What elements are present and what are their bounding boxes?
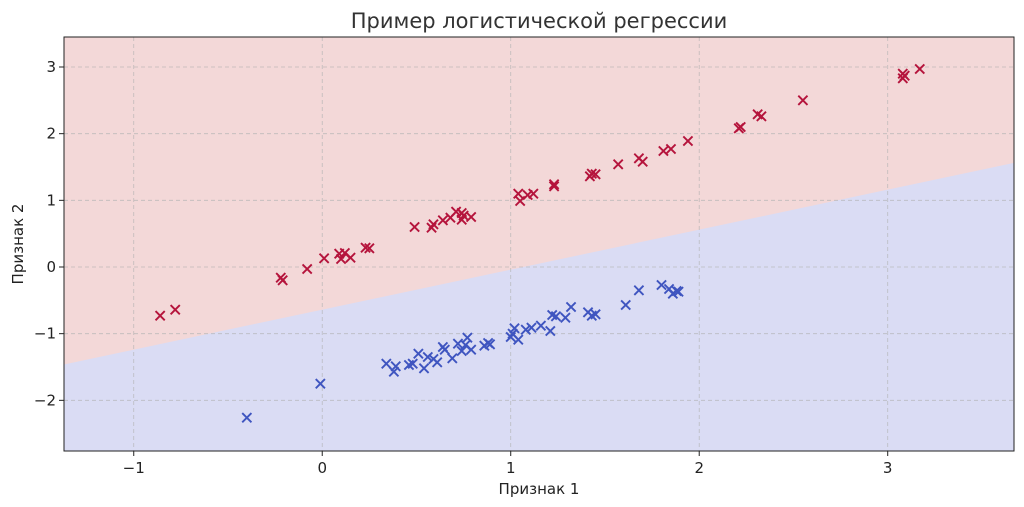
data-point-series-2: [590, 309, 601, 320]
data-point-series-2: [545, 325, 556, 337]
data-point-series-1: [409, 221, 420, 233]
data-point-series-2: [439, 344, 451, 355]
x-tick-label: −1: [123, 459, 145, 477]
data-point-series-2: [447, 353, 458, 364]
data-point-series-1: [301, 263, 313, 275]
y-tick-label: 0: [46, 258, 56, 276]
data-point-series-1: [360, 242, 371, 253]
data-point-series-2: [390, 361, 402, 372]
data-point-series-2: [565, 301, 577, 313]
x-tick-label: 3: [883, 459, 893, 477]
data-point-series-1: [364, 243, 375, 254]
data-point-series-2: [407, 358, 418, 369]
data-point-series-2: [656, 279, 667, 291]
data-point-series-1: [528, 188, 539, 199]
x-axis-label: Признак 1: [499, 480, 580, 498]
data-point-series-1: [665, 143, 677, 155]
data-point-series-1: [335, 253, 347, 265]
data-point-series-1: [514, 195, 526, 207]
x-tick-label: 1: [506, 459, 516, 477]
data-point-series-1: [637, 156, 648, 167]
data-point-series-2: [520, 324, 532, 335]
data-point-series-1: [658, 145, 669, 157]
y-tick-label: 1: [46, 191, 56, 209]
data-point-series-2: [673, 286, 684, 297]
data-point-series-1: [586, 168, 598, 179]
data-point-series-2: [456, 345, 467, 357]
data-point-series-2: [550, 311, 562, 322]
data-point-series-1: [437, 215, 449, 226]
data-point-series-1: [682, 135, 694, 147]
data-point-series-2: [418, 363, 430, 374]
grid: [64, 37, 1014, 451]
data-point-series-1: [590, 169, 601, 180]
data-point-series-2: [413, 348, 424, 359]
data-point-series-2: [509, 323, 520, 334]
data-point-series-1: [512, 188, 524, 199]
axes-frame: [63, 36, 1015, 452]
data-point-series-1: [899, 70, 910, 81]
data-point-series-2: [560, 312, 571, 323]
x-tick-label: 0: [317, 459, 327, 477]
data-point-series-2: [241, 412, 253, 423]
x-tick-label: 2: [694, 459, 704, 477]
data-point-series-1: [428, 219, 439, 230]
data-point-series-2: [381, 358, 392, 369]
data-point-series-2: [484, 339, 496, 350]
data-point-series-2: [512, 334, 524, 345]
data-point-series-1: [277, 275, 288, 286]
data-point-series-1: [797, 95, 809, 106]
data-point-series-1: [756, 111, 767, 122]
data-point-series-2: [465, 344, 477, 355]
y-axis-ticks: −2 −1 0 1 2 3: [34, 58, 64, 409]
data-point-series-2: [315, 378, 326, 389]
data-point-series-2: [620, 299, 631, 311]
y-tick-label: 2: [46, 125, 56, 143]
data-point-series-2: [526, 322, 537, 333]
data-point-series-1: [735, 121, 746, 133]
class-region-upper: [64, 37, 1014, 365]
y-tick-label: −2: [34, 391, 56, 409]
data-point-series-1: [465, 211, 477, 223]
y-tick-label: −1: [34, 325, 56, 343]
data-point-series-1: [345, 252, 356, 263]
data-point-series-2: [431, 357, 443, 368]
data-point-series-1: [914, 63, 926, 75]
data-point-series-1: [612, 159, 624, 170]
x-axis-ticks: −1 0 1 2 3: [123, 451, 893, 477]
data-point-series-1: [169, 304, 181, 315]
chart-title: Пример логистической регрессии: [351, 9, 728, 33]
plot-regions: [64, 37, 1014, 451]
data-point-series-2: [535, 320, 547, 331]
data-point-series-2: [633, 285, 645, 296]
data-point-series-2: [422, 351, 434, 363]
data-point-series-1: [548, 181, 560, 192]
data-point-series-1: [154, 310, 166, 321]
data-point-series-1: [318, 253, 330, 264]
data-markers: [154, 63, 926, 423]
data-point-series-1: [548, 179, 560, 190]
y-axis-label: Признак 2: [9, 204, 27, 285]
data-point-series-2: [462, 332, 473, 343]
class-region-lower: [64, 162, 1014, 451]
y-tick-label: 3: [46, 58, 56, 76]
